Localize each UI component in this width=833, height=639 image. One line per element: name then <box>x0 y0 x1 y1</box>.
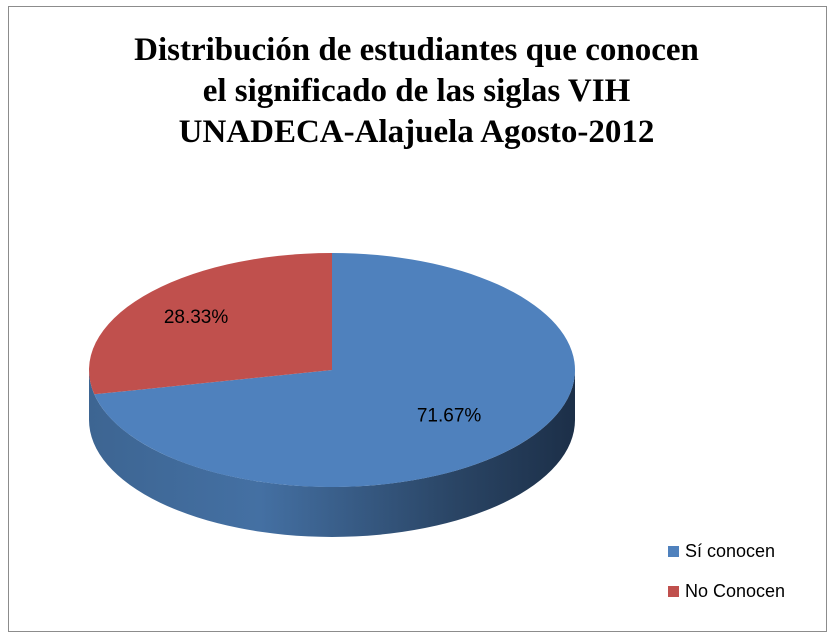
pie-slice-no-conocen <box>89 253 333 395</box>
chart-title-line-2: el significado de las siglas VIH <box>202 73 631 109</box>
legend-swatch-si-conocen <box>668 545 679 557</box>
pie-sides <box>89 370 575 537</box>
legend: Sí conocen No Conocen <box>668 540 785 620</box>
chart-title-line-3: UNADECA-Alajuela Agosto-2012 <box>178 114 655 150</box>
legend-item-si-conocen: Sí conocen <box>668 540 785 562</box>
legend-label-si-conocen: Sí conocen <box>685 540 776 561</box>
data-label-si-conocen: 71.67% <box>417 406 482 427</box>
legend-swatch-no-conocen <box>668 585 679 597</box>
pie-tops <box>89 253 575 487</box>
pie-slice-si-conocen <box>94 253 575 487</box>
chart-title: Distribución de estudiantes que conocen … <box>0 30 833 153</box>
legend-item-no-conocen: No Conocen <box>668 580 785 602</box>
chart-title-line-1: Distribución de estudiantes que conocen <box>134 32 699 68</box>
legend-label-no-conocen: No Conocen <box>685 580 786 601</box>
pie-data-labels: 71.67% 28.33% <box>164 307 482 427</box>
pie-side-wall <box>89 370 575 537</box>
data-label-no-conocen: 28.33% <box>164 307 229 328</box>
